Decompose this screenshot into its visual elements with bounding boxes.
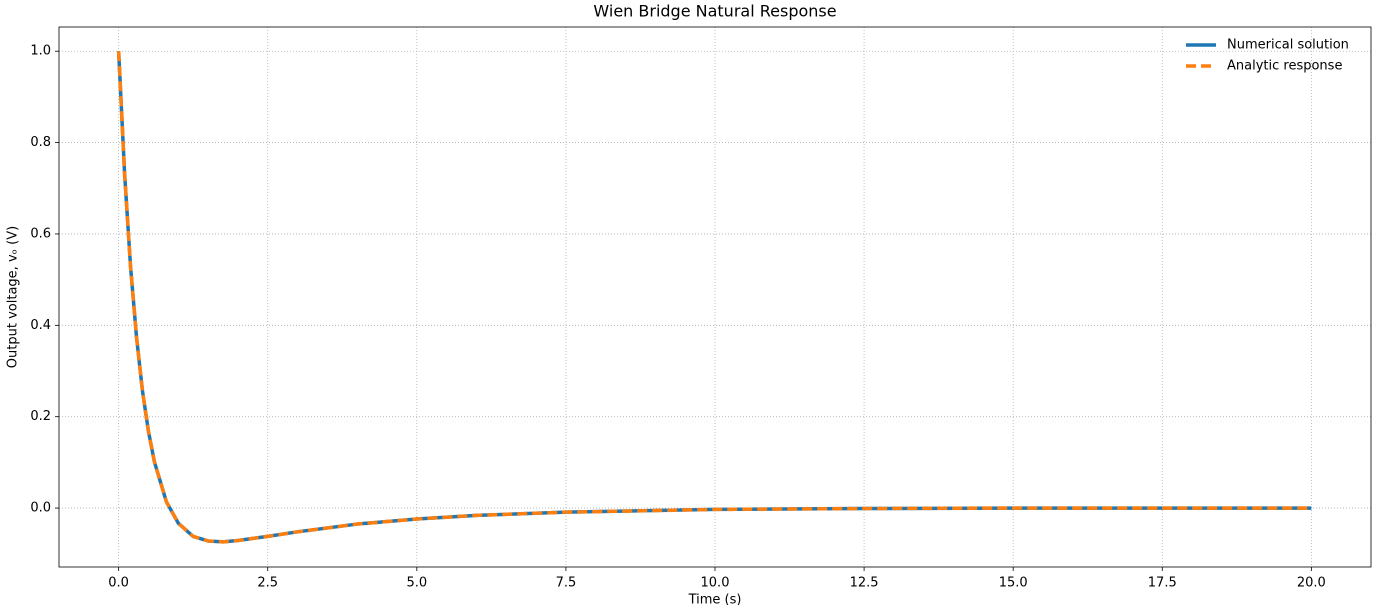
- x-tick-label: 0.0: [108, 576, 129, 591]
- series-line: [116, 51, 1312, 544]
- y-tick-label: 0.4: [30, 318, 51, 333]
- x-tick-label: 20.0: [1297, 576, 1326, 591]
- x-axis-label: Time (s): [688, 593, 742, 605]
- legend-label: Analytic response: [1227, 59, 1342, 74]
- x-tick-label: 10.0: [701, 576, 730, 591]
- x-tick-label: 15.0: [999, 576, 1028, 591]
- x-tick-label: 5.0: [406, 576, 427, 591]
- x-tick-label: 7.5: [556, 576, 577, 591]
- y-tick-label: 0.8: [30, 135, 51, 150]
- y-tick-label: 0.0: [30, 501, 51, 516]
- y-tick-label: 1.0: [30, 44, 51, 59]
- x-tick-label: 2.5: [257, 576, 278, 591]
- x-tick-label: 12.5: [850, 576, 879, 591]
- y-axis-label: Output voltage, vₒ (V): [6, 226, 21, 368]
- chart-title: Wien Bridge Natural Response: [593, 2, 836, 21]
- y-tick-label: 0.6: [30, 226, 51, 241]
- legend-label: Numerical solution: [1227, 38, 1349, 53]
- x-tick-label: 17.5: [1148, 576, 1177, 591]
- plot-frame: [58, 26, 1372, 568]
- y-tick-label: 0.2: [30, 409, 51, 424]
